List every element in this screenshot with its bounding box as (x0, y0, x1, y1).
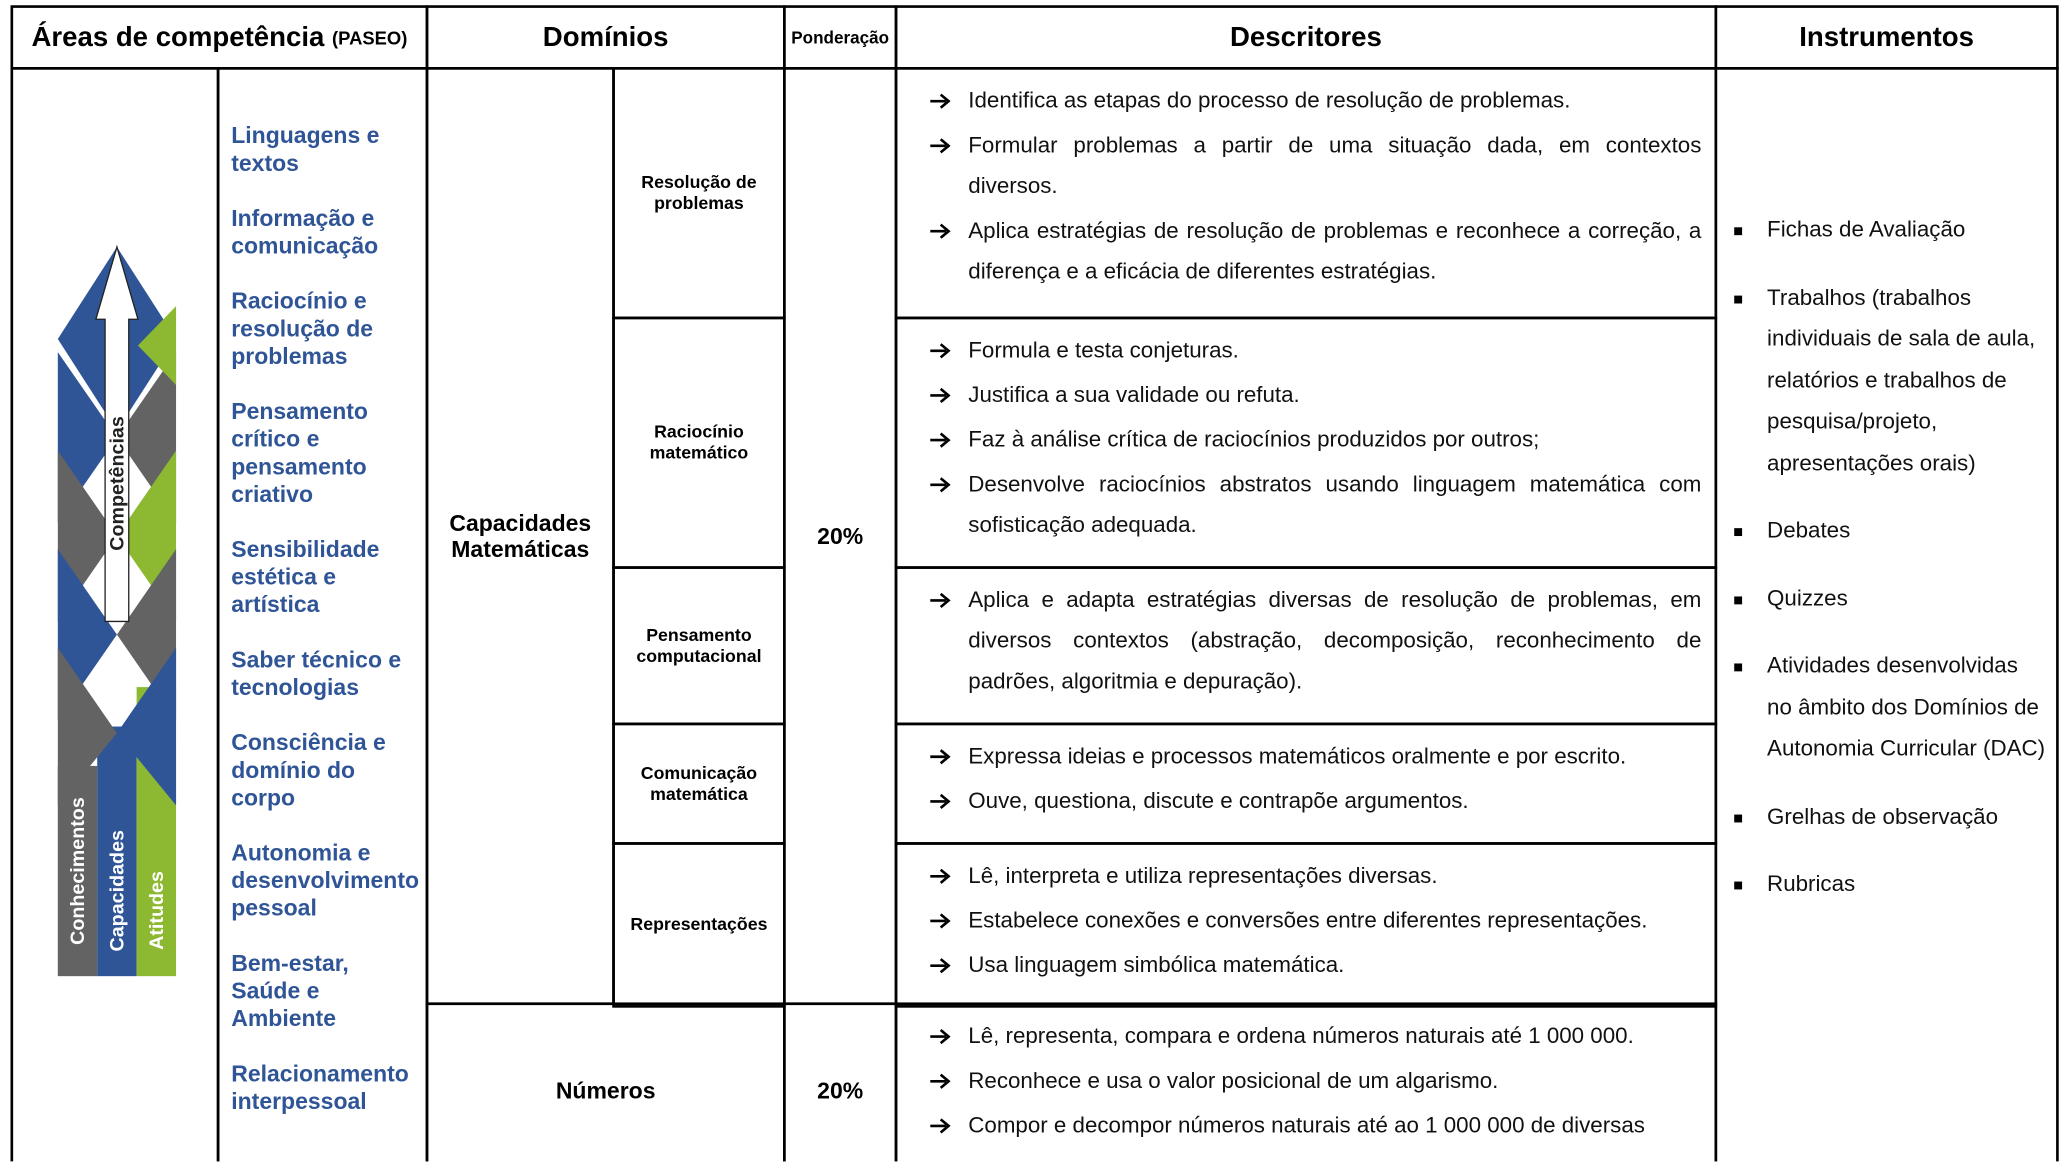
descriptor: Ouve, questiona, discute e contrapõe arg… (930, 780, 1701, 821)
strand-label: Capacidades (106, 830, 128, 952)
competence-area: Linguagens e textos (231, 122, 380, 177)
descriptor-text: Lê, interpreta e utiliza representações … (968, 863, 1438, 889)
domain-cell: Capacidades Matemáticas (425, 67, 615, 1006)
descriptor-text: Justifica a sua validade ou refuta. (968, 382, 1300, 408)
descriptor-text: Reconhece e usa o valor posicional de um… (968, 1068, 1499, 1094)
competence-area: Informação e comunicação (231, 204, 379, 259)
competencies-graphic: Competências Conhecimentos Capacidades A… (57, 244, 177, 977)
instrument-item: Grelhas de observação (1734, 796, 2046, 837)
arrow-icon (930, 868, 951, 884)
descriptor: Compor e decompor números naturais até a… (930, 1105, 1701, 1146)
arrow-icon (930, 958, 951, 974)
descriptor-cell: Aplica e adapta estratégias diversas de … (894, 566, 1718, 726)
header-instrumentos: Instrumentos (1714, 5, 2059, 70)
strand-label: Conhecimentos (67, 797, 89, 945)
arrow-icon (930, 432, 951, 448)
arrow-icon (930, 1073, 951, 1089)
descriptor: Formular problemas a partir de uma situa… (930, 125, 1702, 206)
descriptor: Formula e testa conjeturas. (930, 330, 1701, 371)
descriptor-text: Expressa ideias e processos matemáticos … (968, 743, 1627, 769)
descriptor-text: Compor e decompor números naturais até a… (968, 1112, 1645, 1138)
descriptor-text: Formular problemas a partir de uma situa… (968, 132, 1702, 199)
competence-area: Saber técnico e tecnologias (231, 646, 402, 701)
arrow-icon (930, 1118, 951, 1134)
arrow-icon (930, 793, 951, 809)
competence-area: Sensibilidade estética e artística (231, 536, 380, 618)
header-descritores: Descritores (894, 5, 1718, 70)
subdomain-cell: Resolução de problemas (612, 67, 786, 320)
descriptor-cell: Expressa ideias e processos matemáticos … (894, 722, 1718, 845)
descriptor-cell: Formula e testa conjeturas. Justifica a s… (894, 316, 1718, 569)
strand-label: Atitudes (146, 871, 168, 950)
descriptor-text: Aplica e adapta estratégias diversas de … (968, 587, 1702, 694)
subdomain-cell: Comunicação matemática (612, 722, 786, 845)
arrow-icon (930, 913, 951, 929)
instruments-cell: Fichas de Avaliação Trabalhos (trabalhos … (1714, 67, 2059, 1162)
graphic-cell: Competências Conhecimentos Capacidades A… (10, 67, 220, 1162)
competence-area: Autonomia e desenvolvimento pessoal (231, 839, 420, 921)
descriptor: Expressa ideias e processos matemáticos … (930, 736, 1701, 777)
subdomain-cell: Pensamento computacional (612, 566, 786, 726)
descriptor-text: Lê, representa, compara e ordena números… (968, 1023, 1634, 1049)
subdomain-cell: Raciocínio matemático (612, 316, 786, 569)
descriptor-text: Faz à análise crítica de raciocínios pro… (968, 426, 1540, 452)
descriptor: Estabelece conexões e conversões entre d… (930, 900, 1701, 941)
descriptor-text: Ouve, questiona, discute e contrapõe arg… (968, 788, 1469, 814)
instrument-item: Atividades desenvolvidas no âmbito dos D… (1734, 645, 2046, 769)
arrow-label: Competências (106, 416, 128, 551)
competence-area: Raciocínio e resolução de problemas (231, 287, 374, 370)
descriptor-cell: Lê, representa, compara e ordena números… (894, 1002, 1718, 1162)
instrument-item: Rubricas (1734, 863, 2046, 904)
arrow-icon (930, 138, 951, 154)
descriptor-text: Identifica as etapas do processo de reso… (968, 88, 1571, 113)
arrow-icon (930, 477, 951, 493)
arrow-icon (930, 749, 951, 765)
header-dominios: Domínios (425, 5, 786, 70)
descriptor-text: Desenvolve raciocínios abstratos usando … (968, 471, 1702, 538)
weight-cell: 20% (783, 67, 898, 1006)
descriptor-text: Formula e testa conjeturas. (968, 337, 1239, 363)
descriptor: Lê, interpreta e utiliza representações … (930, 855, 1701, 896)
competence-area: Bem-estar, Saúde e Ambiente (231, 949, 349, 1032)
competence-area: Consciência e domínio do corpo (231, 729, 386, 811)
arrow-icon (930, 592, 951, 608)
header-text: Áreas de competência (31, 21, 325, 52)
competence-area: Relacionamento interpessoal (231, 1060, 409, 1115)
descriptor-cell: Identifica as etapas do processo de reso… (894, 67, 1718, 320)
braid (57, 244, 177, 977)
descriptor: Aplica estratégias de resolução de probl… (930, 210, 1702, 291)
descriptor: Identifica as etapas do processo de reso… (930, 80, 1701, 121)
arrow-icon (930, 343, 951, 359)
areas-cell: Linguagens e textos Informação e comunica… (216, 67, 429, 1162)
instrument-item: Fichas de Avaliação (1734, 209, 2046, 250)
header-note: (PASEO) (332, 26, 408, 48)
arrow-icon (930, 223, 951, 239)
header-areas: Áreas de competência (PASEO) (10, 5, 429, 70)
arrow-icon (930, 93, 951, 109)
arrow-icon (930, 387, 951, 404)
descriptor-text: Aplica estratégias de resolução de probl… (968, 218, 1702, 284)
descriptor: Aplica e adapta estratégias diversas de … (930, 579, 1702, 701)
header-ponderacao: Ponderação (783, 5, 898, 70)
descriptor: Lê, representa, compara e ordena números… (930, 1016, 1701, 1057)
arrow-icon (930, 1029, 951, 1045)
descriptor: Desenvolve raciocínios abstratos usando … (930, 464, 1702, 545)
domain-cell: Números (425, 1002, 786, 1162)
descriptor: Justifica a sua validade ou refuta. (930, 374, 1701, 415)
instrument-item: Debates (1734, 510, 2046, 551)
weight-cell: 20% (783, 1002, 898, 1162)
subdomain-cell: Representações (612, 842, 786, 1008)
descriptor-cell: Lê, interpreta e utiliza representações … (894, 842, 1718, 1008)
descriptor: Faz à análise crítica de raciocínios pro… (930, 419, 1701, 460)
descriptor-text: Usa linguagem simbólica matemática. (968, 952, 1345, 978)
descriptor: Usa linguagem simbólica matemática. (930, 945, 1701, 986)
competence-area: Pensamento crítico e pensamento criativo (231, 398, 368, 508)
instrument-item: Trabalhos (trabalhos individuais de sala… (1734, 277, 2046, 484)
instrument-item: Quizzes (1734, 577, 2046, 618)
descriptor: Reconhece e usa o valor posicional de um… (930, 1060, 1701, 1101)
descriptor-text: Estabelece conexões e conversões entre d… (968, 907, 1648, 933)
